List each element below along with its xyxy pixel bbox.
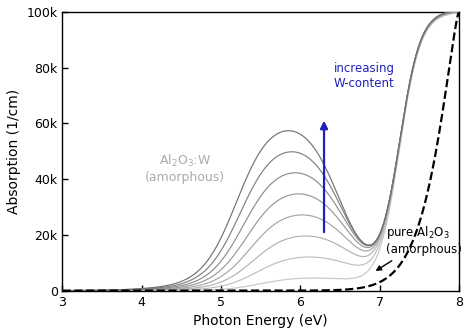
Text: Al$_2$O$_3$:W
(amorphous): Al$_2$O$_3$:W (amorphous) bbox=[145, 152, 226, 184]
Text: increasing
W-content: increasing W-content bbox=[334, 62, 394, 90]
Text: pure Al$_2$O$_3$
(amorphous): pure Al$_2$O$_3$ (amorphous) bbox=[377, 224, 462, 270]
Y-axis label: Absorption (1/cm): Absorption (1/cm) bbox=[7, 89, 21, 214]
X-axis label: Photon Energy (eV): Photon Energy (eV) bbox=[193, 314, 328, 328]
